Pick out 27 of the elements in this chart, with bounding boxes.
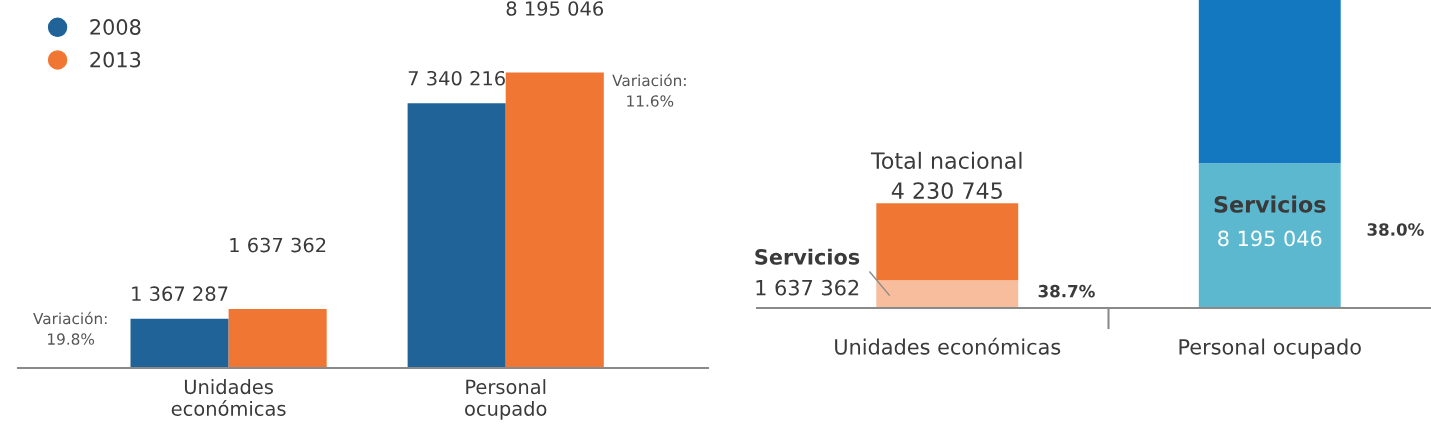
data-label: 8 195 046 [506, 1, 604, 16]
annotation: Servicios [755, 248, 860, 265]
data-label: 1 367 287 [132, 286, 228, 302]
annotation: Variación: 19.8% [33, 311, 107, 345]
bar [407, 103, 506, 368]
annotation: 1 637 362 [756, 279, 859, 296]
x-tick-label: Personal ocupado [1179, 338, 1361, 359]
annotation: 8 195 046 [1218, 230, 1322, 247]
data-label: 1 637 362 [230, 237, 326, 253]
annotation: 38.0% [1367, 223, 1424, 236]
annotation: 38.7% [1038, 284, 1095, 298]
bar [1198, 0, 1341, 164]
bar [505, 72, 604, 368]
annotation: Variación: 11.6% [612, 73, 686, 107]
x-tick-label: Unidades económicas [835, 337, 1061, 355]
bar [228, 308, 327, 368]
legend-label: 2013 [90, 51, 141, 68]
x-tick-label: Unidades económicas [171, 379, 286, 416]
bar [876, 203, 1019, 281]
bar [130, 318, 229, 368]
bar [1198, 163, 1341, 308]
legend-label: 2008 [90, 19, 141, 35]
annotation: Total nacional 4 230 745 [870, 151, 1022, 199]
x-tick-label: Personal ocupado [465, 379, 547, 420]
bar [876, 280, 1019, 308]
data-label: 7 340 216 [408, 70, 505, 86]
annotation: Servicios [1214, 195, 1326, 213]
